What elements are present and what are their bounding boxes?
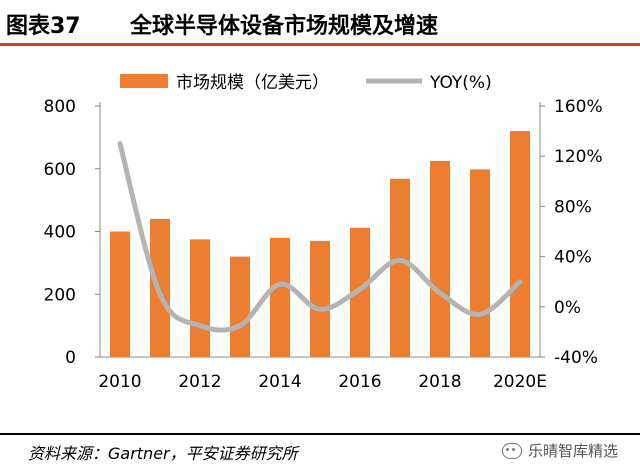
bar <box>430 160 450 357</box>
bar <box>510 131 530 357</box>
x-axis-tick-label: 2016 <box>338 372 381 392</box>
legend-swatch-bar <box>120 74 168 88</box>
watermark-text: 乐晴智库精选 <box>527 442 618 460</box>
x-axis-tick-label: 2020E <box>493 372 547 392</box>
right-axis-tick-label: 160% <box>554 97 603 117</box>
left-axis-tick-label: 200 <box>44 285 76 305</box>
figure-header: 图表37 全球半导体设备市场规模及增速 <box>0 0 640 44</box>
bar-series <box>110 131 530 357</box>
source-note: 资料来源：Gartner，平安证券研究所 <box>28 444 298 463</box>
bar <box>390 178 410 357</box>
legend-label-line: YOY(%) <box>429 73 492 93</box>
right-axis-tick-label: 120% <box>554 147 603 167</box>
figure-label: 图表37 <box>6 14 81 39</box>
bar <box>350 227 370 357</box>
x-axis-tick-label: 2012 <box>178 372 221 392</box>
bar <box>310 240 330 357</box>
chart: 市场规模（亿美元） YOY(%) 0 200 400 600 800 -40% 0% 40% 80… <box>44 73 603 392</box>
x-axis-tick-label: 2018 <box>418 372 461 392</box>
right-axis-tick-label: 0% <box>554 298 581 318</box>
x-axis-tick-label: 2010 <box>98 372 141 392</box>
left-axis-tick-label: 800 <box>44 97 76 117</box>
watermark: 乐晴智库精选 <box>501 440 618 461</box>
left-axis-tick-label: 600 <box>44 160 76 180</box>
right-axis-tick-label: 80% <box>554 197 592 217</box>
bar <box>470 169 490 357</box>
right-axis-tick-label: -40% <box>554 348 598 368</box>
bar <box>190 239 210 357</box>
legend: 市场规模（亿美元） YOY(%) <box>120 73 492 93</box>
right-axis-tick-label: 40% <box>554 248 592 268</box>
header-rule <box>0 43 640 46</box>
wechat-icon <box>501 442 522 459</box>
figure-title: 全球半导体设备市场规模及增速 <box>130 14 439 39</box>
legend-label-bar: 市场规模（亿美元） <box>176 73 329 93</box>
bar <box>270 237 290 357</box>
footer-rule <box>0 433 640 435</box>
yoy-line <box>117 141 523 333</box>
left-axis-tick-label: 0 <box>65 348 76 368</box>
line-series <box>117 141 523 333</box>
left-axis-tick-label: 400 <box>44 223 76 243</box>
bar <box>110 231 130 357</box>
bar <box>230 256 250 357</box>
x-axis-tick-label: 2014 <box>258 372 301 392</box>
